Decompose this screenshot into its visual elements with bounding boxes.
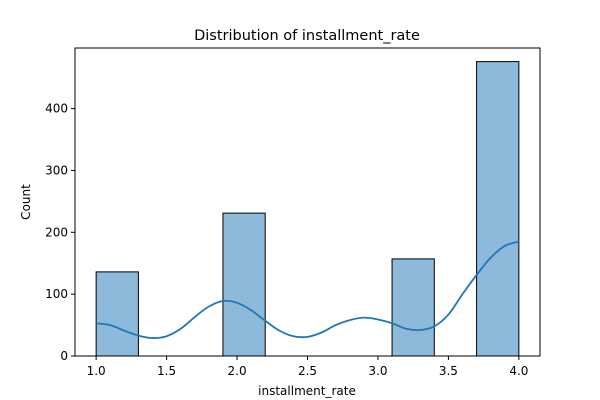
x-tick-label: 3.0 (368, 364, 387, 378)
y-tick-label: 300 (45, 163, 68, 177)
chart-title: Distribution of installment_rate (194, 28, 420, 44)
x-tick-label: 1.5 (157, 364, 176, 378)
histogram-bar-7 (391, 258, 435, 357)
kde-curve (96, 240, 520, 339)
histogram-bar-9 (476, 61, 520, 357)
x-tick-label: 4.0 (509, 364, 528, 378)
x-tick-label: 1.0 (87, 364, 106, 378)
y-tick-label: 100 (45, 287, 68, 301)
x-tick-label: 3.5 (439, 364, 458, 378)
x-axis-ticks: 1.0 1.5 2.0 2.5 3.0 3.5 4.0 (87, 356, 528, 378)
y-tick-label: 200 (45, 225, 68, 239)
histogram-bars (95, 61, 520, 357)
y-axis-label: Count (19, 184, 33, 220)
x-axis-label: installment_rate (258, 384, 356, 398)
histogram-bar-3 (222, 212, 266, 357)
x-tick-label: 2.0 (228, 364, 247, 378)
histogram-bar-0 (95, 271, 139, 357)
y-tick-label: 400 (45, 102, 68, 116)
x-tick-label: 2.5 (298, 364, 317, 378)
y-axis-ticks: 0 100 200 300 400 (45, 102, 75, 363)
y-tick-label: 0 (60, 349, 68, 363)
